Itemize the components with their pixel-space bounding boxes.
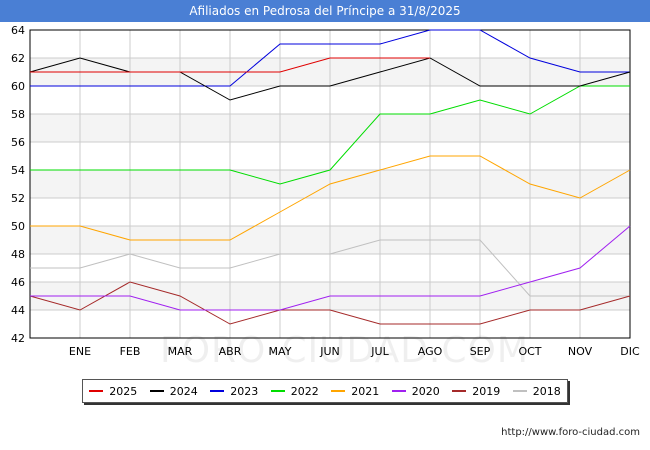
y-tick-label: 56 [11,136,25,149]
legend-item-2018: 2018 [512,384,561,398]
x-axis-ticks: ENE FEB MAR ABR MAY JUN JUL AGO SEP OCT NOV DIC [69,345,640,358]
x-tick-label: ENE [69,345,91,358]
legend-label: 2025 [109,384,138,398]
legend-item-2023: 2023 [210,385,258,398]
legend-label: 2024 [169,384,198,398]
series-line-2020 [30,225,631,311]
series-line-2022 [30,85,630,185]
legend-label: 2021 [351,384,380,398]
legend-swatch [331,390,346,392]
x-tick-label: MAY [269,345,292,358]
legend-swatch [149,390,164,392]
series-line-2018 [30,239,630,297]
y-tick-label: 50 [11,220,25,233]
x-tick-label: ABR [219,345,242,358]
watermark: FORO-CIUDAD.COM [160,330,529,371]
chart-title: Afiliados en Pedrosa del Príncipe a 31/8… [0,0,650,22]
legend-label: 2019 [472,384,501,398]
series-line-2023 [30,29,630,87]
legend-label: 2023 [230,384,259,398]
series-line-2025 [30,57,430,73]
y-tick-label: 44 [11,304,25,317]
y-tick-label: 46 [11,276,25,289]
series-lines [29,29,631,325]
legend-swatch [210,390,225,392]
y-tick-label: 58 [11,108,25,121]
legend-item-2022: 2022 [270,384,319,398]
y-tick-label: 62 [11,52,25,65]
series-line-2021 [30,155,631,241]
legend-swatch [89,390,104,392]
legend-swatch [270,390,285,392]
x-tick-label: OCT [518,345,541,358]
legend-item-2019: 2019 [452,385,500,398]
legend-swatch [452,390,467,392]
y-tick-label: 60 [11,80,25,93]
legend-swatch [391,390,406,392]
legend-item-2024: 2024 [149,384,198,398]
y-tick-label: 64 [11,24,25,37]
x-tick-label: MAR [168,345,193,358]
x-tick-label: NOV [568,345,593,358]
legend-swatch [512,390,527,392]
legend-item-2021: 2021 [331,385,379,398]
source-url[interactable]: http://www.foro-ciudad.com [501,427,640,438]
legend-label: 2020 [411,384,440,398]
series-line-2019 [29,281,631,325]
x-tick-label: SEP [470,345,491,358]
y-axis-ticks: 42 44 46 48 50 52 54 56 58 60 62 64 [11,24,25,345]
y-tick-label: 54 [11,164,25,177]
legend-item-2020: 2020 [391,384,440,398]
legend-item-2025: 2025 [89,385,137,398]
x-tick-label: FEB [120,345,141,358]
plot-border [29,29,631,339]
legend-label: 2018 [532,384,561,398]
y-tick-label: 48 [11,248,25,261]
y-tick-label: 42 [11,332,25,345]
x-tick-label: JUL [370,345,389,358]
x-tick-label: AGO [418,345,443,358]
legend-label: 2022 [290,384,319,398]
x-tick-label: DIC [620,345,640,358]
legend: 2025 2024 2023 2022 2021 2020 2019 2018 [82,379,568,403]
y-tick-label: 52 [11,192,25,205]
line-chart: 42 44 46 48 50 52 54 56 58 60 62 64 ENE FEB MAR ABR MAY… [11,24,640,358]
x-tick-label: JUN [319,345,340,358]
